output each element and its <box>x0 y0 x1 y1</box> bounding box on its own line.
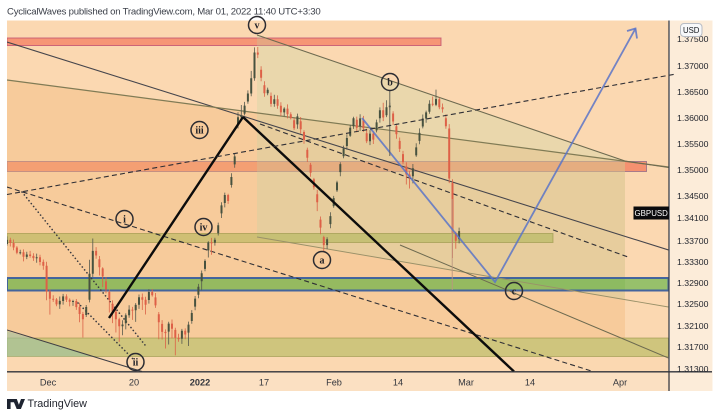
svg-text:1.32500: 1.32500 <box>677 299 709 309</box>
svg-text:CyclicalWaves published on Tra: CyclicalWaves published on TradingView.c… <box>7 7 321 18</box>
svg-text:20: 20 <box>129 378 139 388</box>
svg-text:1.35500: 1.35500 <box>677 139 709 149</box>
svg-text:ii: ii <box>133 357 139 368</box>
svg-text:1.31700: 1.31700 <box>677 342 709 352</box>
svg-text:14: 14 <box>525 378 535 388</box>
svg-text:v: v <box>255 20 260 31</box>
svg-text:1.34500: 1.34500 <box>677 191 709 201</box>
svg-text:1.34100: 1.34100 <box>677 213 709 223</box>
svg-text:iv: iv <box>200 222 208 233</box>
svg-text:i: i <box>123 214 126 225</box>
svg-text:1.36500: 1.36500 <box>677 87 709 97</box>
svg-text:b: b <box>387 77 393 88</box>
svg-text:a: a <box>320 255 325 266</box>
svg-text:Mar: Mar <box>458 378 474 388</box>
svg-text:Apr: Apr <box>613 378 627 388</box>
svg-text:Feb: Feb <box>326 378 342 388</box>
svg-text:1.31300: 1.31300 <box>677 364 709 374</box>
svg-text:TradingView: TradingView <box>28 398 88 410</box>
svg-text:2022: 2022 <box>190 378 210 388</box>
svg-text:1.33300: 1.33300 <box>677 257 709 267</box>
svg-text:1.37500: 1.37500 <box>677 34 709 44</box>
svg-text:USD: USD <box>683 26 700 35</box>
svg-text:Dec: Dec <box>40 378 57 388</box>
svg-text:1.37000: 1.37000 <box>677 61 709 71</box>
svg-text:1.33700: 1.33700 <box>677 236 709 246</box>
svg-text:GBPUSD: GBPUSD <box>635 209 669 218</box>
svg-text:1.32900: 1.32900 <box>677 278 709 288</box>
svg-text:1.36000: 1.36000 <box>677 113 709 123</box>
svg-text:c: c <box>512 286 517 297</box>
svg-text:14: 14 <box>393 378 403 388</box>
svg-text:1.32100: 1.32100 <box>677 321 709 331</box>
svg-text:17: 17 <box>259 378 269 388</box>
svg-text:1.35000: 1.35000 <box>677 165 709 175</box>
svg-text:iii: iii <box>195 125 204 136</box>
